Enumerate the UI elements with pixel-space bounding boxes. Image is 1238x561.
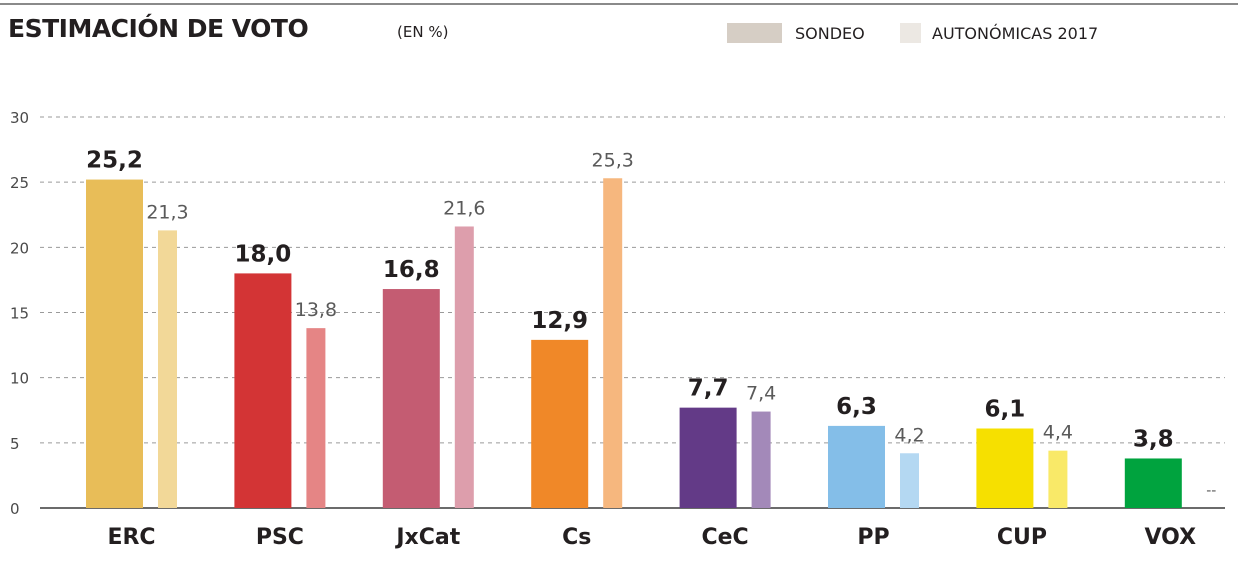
bar-sondeo-pp xyxy=(828,425,885,508)
value-label-2017: -- xyxy=(1206,483,1216,499)
value-label-sondeo: 18,0 xyxy=(235,241,292,267)
bar-sondeo-jxcat xyxy=(382,289,440,508)
y-tick-label: 25 xyxy=(10,174,29,192)
category-label: Cs xyxy=(562,525,591,550)
top-rule xyxy=(0,3,1238,5)
value-label-2017: 4,4 xyxy=(1043,422,1073,444)
bar-2017-jxcat xyxy=(454,226,474,509)
bar-sondeo-erc xyxy=(86,179,143,508)
legend-label-2017: AUTONÓMICAS 2017 xyxy=(932,23,1099,43)
y-tick-label: 30 xyxy=(10,109,29,127)
legend-item-sondeo: SONDEO xyxy=(727,22,865,44)
value-label-2017: 7,4 xyxy=(746,383,776,405)
legend-item-2017: AUTONÓMICAS 2017 xyxy=(900,22,1098,44)
bar-sondeo-cec xyxy=(679,407,737,508)
bar-2017-erc xyxy=(158,230,177,508)
y-tick-label: 15 xyxy=(10,305,29,323)
bar-sondeo-vox xyxy=(1124,458,1182,508)
category-label: ERC xyxy=(107,525,155,550)
category-label: PSC xyxy=(256,525,304,550)
category-label: VOX xyxy=(1145,525,1197,550)
value-label-2017: 13,8 xyxy=(295,299,337,321)
category-label: PP xyxy=(857,525,889,550)
bar-2017-cs xyxy=(603,178,623,509)
value-label-sondeo: 6,3 xyxy=(836,394,877,420)
y-tick-label: 10 xyxy=(10,370,29,388)
bar-2017-cec xyxy=(751,411,771,508)
bar-sondeo-psc xyxy=(234,273,292,508)
value-label-2017: 4,2 xyxy=(894,424,924,446)
bar-sondeo-cs xyxy=(531,339,589,508)
y-tick-label: 0 xyxy=(10,500,20,518)
bar-2017-pp xyxy=(900,453,919,508)
value-label-sondeo: 3,8 xyxy=(1133,426,1174,452)
value-label-sondeo: 16,8 xyxy=(383,257,440,283)
value-label-sondeo: 6,1 xyxy=(985,396,1026,422)
legend-swatch-2017 xyxy=(900,23,921,43)
category-label: JxCat xyxy=(394,525,460,550)
value-label-2017: 21,3 xyxy=(146,201,188,223)
category-label: CUP xyxy=(997,525,1047,550)
y-tick-label: 5 xyxy=(10,435,20,453)
bar-2017-psc xyxy=(306,328,326,508)
y-tick-label: 20 xyxy=(10,239,29,257)
value-label-2017: 21,6 xyxy=(443,197,485,219)
legend-label-sondeo: SONDEO xyxy=(795,23,865,43)
value-label-sondeo: 12,9 xyxy=(531,308,588,334)
value-label-2017: 25,3 xyxy=(592,149,634,171)
chart-title: ESTIMACIÓN DE VOTO xyxy=(8,14,309,43)
chart-unit: (EN %) xyxy=(397,23,449,41)
category-label: CeC xyxy=(701,525,748,550)
bar-2017-cup xyxy=(1048,450,1068,508)
value-label-sondeo: 25,2 xyxy=(86,148,143,174)
value-label-sondeo: 7,7 xyxy=(688,376,729,402)
legend-swatch-sondeo xyxy=(727,23,782,43)
bar-sondeo-cup xyxy=(976,428,1034,508)
